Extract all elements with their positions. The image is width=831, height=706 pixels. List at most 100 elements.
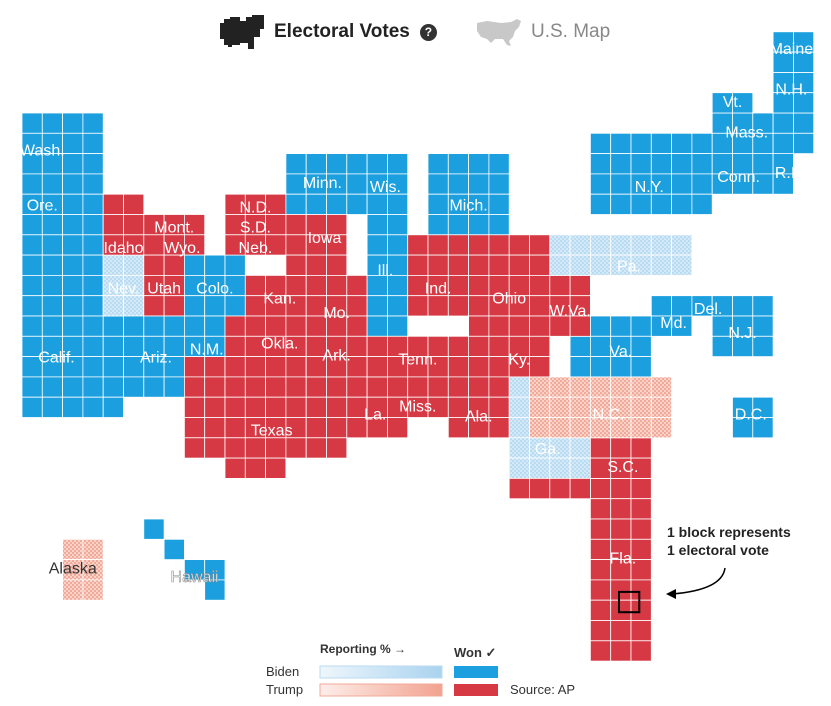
vote-block [590, 153, 612, 175]
vote-block [21, 234, 43, 256]
vote-block [285, 396, 307, 418]
vote-block [82, 112, 104, 134]
state-ohio[interactable] [468, 234, 551, 337]
vote-block [671, 234, 693, 256]
vote-block [366, 295, 388, 317]
state-md[interactable] [650, 295, 693, 337]
state-wva[interactable] [549, 274, 591, 337]
state-mo[interactable] [305, 274, 368, 337]
vote-block [610, 193, 632, 215]
vote-block [204, 396, 226, 418]
vote-block [407, 254, 429, 276]
state-nc[interactable] [529, 376, 672, 439]
vote-block [224, 437, 246, 459]
state-maine[interactable] [772, 31, 815, 73]
state-colo[interactable] [183, 254, 246, 317]
us-map-toggle[interactable]: U.S. Map [475, 14, 610, 50]
vote-block [123, 193, 145, 215]
state-nj[interactable] [711, 295, 774, 357]
state-utah[interactable] [143, 254, 185, 317]
vote-block [590, 559, 612, 581]
vote-block [610, 640, 632, 662]
state-neb[interactable] [224, 234, 287, 256]
vote-block [102, 214, 124, 236]
state-nev[interactable] [102, 254, 145, 317]
vote-block [82, 579, 104, 601]
vote-block [488, 153, 510, 175]
electoral-votes-toggle[interactable]: Electoral Votes ? [218, 14, 437, 50]
vote-block [630, 396, 652, 418]
vote-block [82, 315, 104, 337]
vote-block [62, 173, 84, 195]
state-ky[interactable] [468, 335, 551, 378]
state-mich[interactable] [427, 153, 510, 236]
state-sc[interactable] [590, 437, 652, 479]
help-icon[interactable]: ? [419, 23, 437, 41]
state-mass[interactable] [711, 112, 815, 155]
state-vt[interactable] [711, 92, 754, 114]
vote-block [102, 315, 124, 337]
vote-block [143, 518, 165, 540]
vote-block [265, 457, 287, 479]
state-ala[interactable] [447, 376, 510, 439]
state-dc[interactable] [732, 396, 774, 439]
state-hawaii[interactable] [143, 518, 226, 601]
vote-block [488, 335, 510, 357]
state-va[interactable] [569, 315, 652, 378]
vote-block [305, 153, 327, 175]
state-label: Ill. [377, 262, 393, 279]
vote-block [346, 274, 368, 297]
vote-block [630, 376, 652, 398]
state-ri[interactable] [772, 153, 794, 195]
state-nh[interactable] [772, 72, 815, 114]
state-kan[interactable] [244, 274, 307, 317]
state-pa[interactable] [549, 234, 693, 276]
vote-block [590, 193, 612, 215]
vote-block [488, 254, 510, 276]
vote-block [143, 295, 165, 317]
state-sd[interactable] [224, 214, 287, 236]
state-wis[interactable] [366, 153, 409, 236]
state-miss[interactable] [386, 376, 449, 418]
vote-block [183, 254, 206, 276]
state-conn[interactable] [711, 153, 774, 195]
vote-block [204, 315, 226, 337]
state-ore[interactable] [21, 173, 104, 215]
vote-block [366, 214, 388, 236]
vote-block [386, 214, 409, 236]
vote-block [610, 620, 632, 642]
state-tenn[interactable] [366, 335, 469, 378]
vote-block [123, 214, 145, 236]
vote-block [590, 599, 612, 621]
vote-block [62, 153, 84, 175]
state-minn[interactable] [285, 153, 368, 215]
state-wash[interactable] [21, 112, 104, 175]
vote-block [427, 153, 449, 175]
vote-block [590, 356, 612, 378]
vote-block [650, 153, 672, 175]
state-ind[interactable] [407, 234, 469, 317]
state-alaska[interactable] [62, 538, 104, 601]
vote-block [62, 132, 84, 155]
state-idaho[interactable] [102, 193, 145, 256]
vote-block [143, 254, 165, 276]
vote-block [183, 376, 206, 398]
vote-block [41, 173, 63, 195]
vote-block [590, 315, 612, 337]
state-ny[interactable] [590, 132, 713, 215]
state-iowa[interactable] [285, 214, 348, 276]
vote-block [650, 254, 672, 276]
state-ariz[interactable] [123, 315, 185, 398]
state-mont[interactable] [143, 214, 206, 236]
vote-block [21, 214, 43, 236]
vote-block [427, 254, 449, 276]
state-wyo[interactable] [143, 234, 206, 256]
vote-block [793, 92, 815, 114]
vote-block [508, 457, 530, 479]
state-ill[interactable] [366, 234, 409, 337]
vote-block [326, 437, 348, 459]
trump-reporting-swatch [319, 683, 443, 697]
state-okla[interactable] [224, 315, 307, 357]
vote-block [346, 193, 368, 215]
state-ark[interactable] [305, 335, 368, 378]
